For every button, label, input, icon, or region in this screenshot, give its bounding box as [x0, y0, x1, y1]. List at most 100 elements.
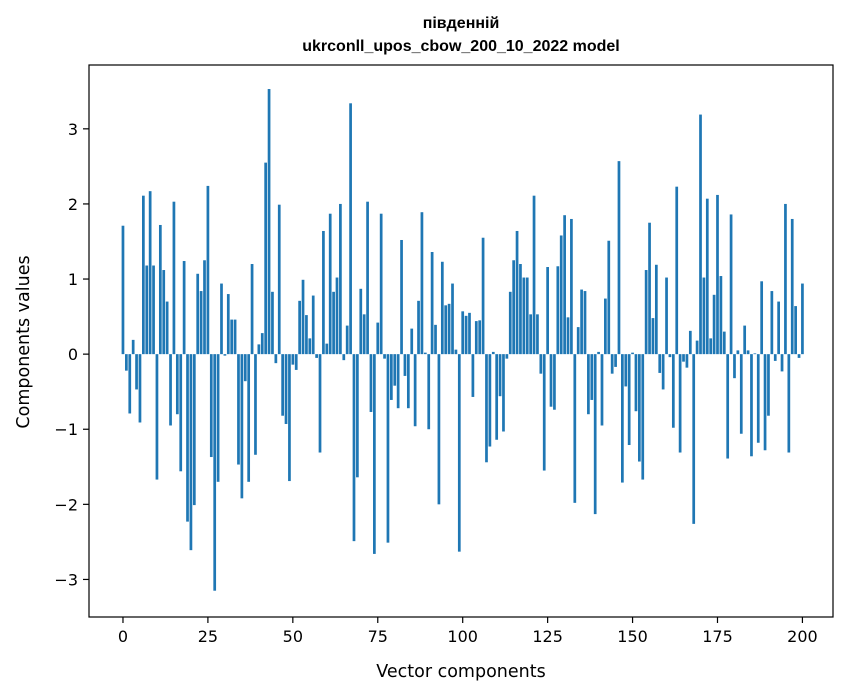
- bar-110: [495, 354, 499, 440]
- bar-53: [301, 279, 305, 355]
- bar-190: [767, 354, 770, 416]
- bar-188: [760, 281, 764, 355]
- bar-195: [784, 203, 787, 355]
- bar-27: [213, 354, 217, 591]
- bar-108: [488, 354, 492, 447]
- bar-137: [587, 354, 590, 415]
- bar-182: [739, 354, 743, 434]
- bar-26: [209, 354, 213, 458]
- bar-71: [362, 314, 366, 355]
- bar-122: [536, 314, 539, 355]
- bar-51: [294, 354, 298, 370]
- bar-193: [777, 301, 780, 355]
- bar-173: [709, 338, 713, 355]
- x-tick-label: 150: [617, 627, 648, 646]
- bar-142: [604, 298, 607, 355]
- bars-group: [121, 89, 804, 591]
- bar-158: [658, 354, 662, 373]
- bar-120: [529, 314, 532, 355]
- bar-103: [471, 354, 475, 397]
- bar-198: [794, 306, 797, 355]
- bar-6: [142, 195, 145, 355]
- bar-11: [158, 224, 162, 355]
- bar-189: [763, 354, 767, 451]
- y-tick-label: −3: [54, 570, 78, 589]
- bar-161: [668, 354, 672, 358]
- bar-16: [175, 354, 179, 415]
- bar-77: [383, 354, 386, 359]
- bar-154: [644, 270, 648, 355]
- bar-83: [403, 354, 407, 376]
- bar-59: [322, 230, 325, 355]
- bar-177: [722, 331, 726, 355]
- bar-98: [454, 349, 458, 355]
- y-axis-label: Components values: [14, 255, 34, 428]
- bar-31: [226, 294, 230, 355]
- bar-101: [464, 315, 468, 355]
- bar-134: [576, 327, 580, 355]
- bar-109: [491, 351, 495, 355]
- bar-117: [519, 264, 522, 355]
- bar-165: [682, 354, 685, 362]
- bar-126: [549, 354, 553, 407]
- y-tick-label: −1: [54, 420, 78, 439]
- y-axis-ticks: −3 −2 −1 0 1 2 3: [54, 120, 89, 589]
- bar-115: [512, 260, 516, 355]
- bar-191: [770, 291, 774, 355]
- bar-176: [719, 276, 723, 355]
- bar-141: [600, 354, 604, 426]
- bar-35: [240, 354, 244, 499]
- bar-10: [155, 354, 159, 480]
- bar-36: [243, 354, 247, 382]
- bar-162: [671, 354, 675, 428]
- x-tick-label: 75: [368, 627, 388, 646]
- bar-30: [223, 354, 227, 356]
- bar-181: [736, 350, 740, 355]
- bar-105: [478, 320, 482, 355]
- x-axis-ticks: 0 25 50 75 100 125 150 175 200: [118, 617, 818, 646]
- bar-17: [179, 354, 183, 472]
- bar-146: [617, 161, 621, 355]
- bar-127: [553, 354, 556, 410]
- x-tick-label: 175: [702, 627, 733, 646]
- bar-185: [750, 354, 753, 457]
- bar-76: [379, 213, 383, 355]
- bar-28: [216, 354, 220, 482]
- bar-123: [539, 354, 543, 374]
- bar-187: [756, 354, 760, 443]
- chart-title-line1: південній: [423, 15, 500, 32]
- bar-42: [264, 162, 268, 355]
- bar-38: [250, 264, 254, 355]
- bar-125: [546, 267, 549, 355]
- bar-139: [593, 354, 597, 515]
- bar-1: [125, 354, 128, 371]
- bar-186: [753, 353, 757, 355]
- bar-9: [152, 265, 155, 355]
- bar-40: [257, 344, 261, 355]
- bar-119: [525, 277, 529, 355]
- bar-192: [773, 354, 777, 361]
- bar-155: [648, 222, 651, 355]
- bar-60: [325, 343, 329, 355]
- bar-118: [522, 277, 526, 355]
- bar-130: [563, 215, 566, 355]
- bar-79: [390, 354, 393, 400]
- bar-25: [206, 185, 210, 355]
- bar-164: [678, 354, 682, 453]
- bar-29: [220, 283, 223, 355]
- bar-116: [515, 230, 519, 355]
- bar-140: [597, 351, 600, 355]
- bar-8: [148, 191, 152, 355]
- bar-3: [131, 339, 135, 355]
- bar-5: [138, 354, 142, 423]
- y-tick-label: 2: [68, 195, 78, 214]
- bar-145: [614, 354, 617, 367]
- bar-97: [451, 283, 454, 355]
- bar-143: [607, 240, 611, 355]
- bar-129: [559, 235, 563, 355]
- bar-21: [192, 354, 196, 506]
- bar-2: [128, 354, 132, 414]
- bar-52: [298, 300, 301, 355]
- bar-20: [189, 354, 193, 551]
